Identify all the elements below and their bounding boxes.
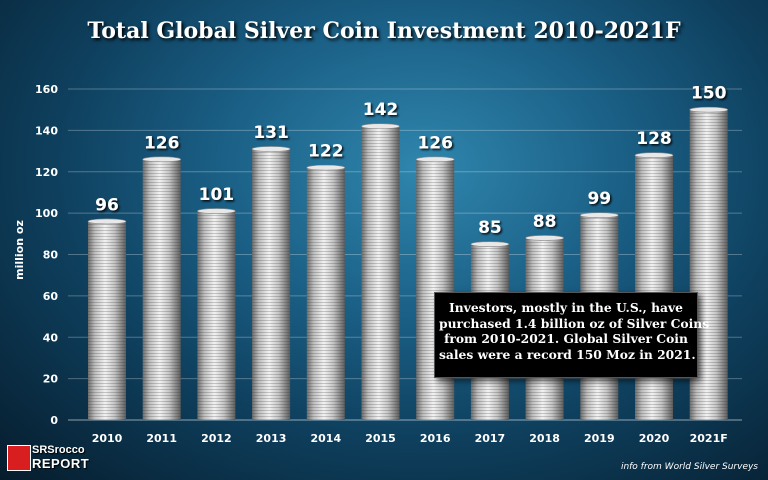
bar-texture <box>88 221 126 420</box>
x-tick-label: 2011 <box>146 432 177 445</box>
bar-texture <box>306 167 345 420</box>
logo-line1: SRSrocco <box>32 444 85 456</box>
x-tick-label: 2018 <box>529 432 560 445</box>
data-label: 85 <box>478 218 502 238</box>
annotation-line: from 2010-2021. Global Silver Coin <box>444 331 688 346</box>
y-axis-label: million oz <box>13 220 26 280</box>
x-tick-label: 2014 <box>310 432 341 445</box>
annotation-line: sales were a record 150 Moz in 2021. <box>439 346 696 362</box>
y-tick-label: 20 <box>43 373 59 386</box>
bar-texture <box>142 159 181 420</box>
bar-cap <box>579 212 619 218</box>
y-tick-label: 60 <box>43 290 59 303</box>
bar-cap <box>142 156 181 163</box>
data-label: 126 <box>144 133 180 153</box>
y-tick-label: 140 <box>35 124 58 137</box>
logo-text: SRSrocco REPORT <box>32 444 89 470</box>
bar-cap <box>251 146 291 152</box>
logo-line2: REPORT <box>32 456 90 471</box>
bar-cap <box>415 156 455 163</box>
annotation-line: purchased 1.4 billion oz of Silver Coins <box>439 315 710 331</box>
bar-cap <box>689 106 729 113</box>
y-tick-label: 0 <box>50 414 58 427</box>
x-tick-label: 2012 <box>201 432 232 445</box>
bar-texture <box>361 126 400 421</box>
bar-cap <box>634 152 674 158</box>
x-tick-label: 2017 <box>475 432 506 445</box>
bar-cap <box>470 241 510 247</box>
data-label: 142 <box>363 100 399 120</box>
y-tick-label: 40 <box>43 331 59 344</box>
data-label: 96 <box>95 195 119 215</box>
data-label: 101 <box>199 185 235 205</box>
bar-texture <box>635 155 673 420</box>
data-label: 150 <box>691 84 727 104</box>
chart-title: Total Global Silver Coin Investment 2010… <box>87 18 681 44</box>
data-label: 122 <box>308 142 344 162</box>
x-tick-label: 2015 <box>365 432 396 445</box>
x-tick-label: 2021F <box>690 432 728 445</box>
data-label: 131 <box>253 123 289 143</box>
x-tick-label: 2010 <box>92 432 123 445</box>
x-tick-label: 2016 <box>420 432 451 445</box>
y-tick-label: 80 <box>43 249 59 262</box>
logo-badge-icon <box>7 445 31 471</box>
data-label: 99 <box>587 189 611 209</box>
annotation-line: Investors, mostly in the U.S., have <box>448 300 683 315</box>
bar-texture <box>197 211 236 420</box>
x-tick-label: 2013 <box>256 432 287 445</box>
y-tick-label: 160 <box>35 83 58 96</box>
bar-texture <box>252 148 291 420</box>
bar-cap <box>87 218 127 225</box>
source-credit: info from World Silver Surveys <box>620 462 758 472</box>
x-tick-label: 2020 <box>639 432 670 445</box>
bar-texture <box>416 159 455 420</box>
y-axis: 0 20 40 60 80 100 120 140 160 <box>35 83 58 427</box>
data-label: 126 <box>417 133 453 153</box>
y-tick-label: 100 <box>35 207 58 220</box>
bar-cap <box>525 235 564 241</box>
bar-cap <box>306 164 346 171</box>
x-axis: 2010 2011 2012 2013 2014 2015 2016 2017 2018 2019… <box>92 432 728 445</box>
bar-cap <box>361 123 400 130</box>
data-label: 128 <box>636 129 672 149</box>
x-tick-label: 2019 <box>584 432 615 445</box>
y-tick-label: 120 <box>35 166 58 179</box>
srsrocco-logo: SRSrocco REPORT <box>7 443 103 473</box>
bar-cap <box>197 208 236 214</box>
annotation-box: Investors, mostly in the U.S., have purc… <box>434 292 710 378</box>
data-label: 88 <box>533 212 557 232</box>
